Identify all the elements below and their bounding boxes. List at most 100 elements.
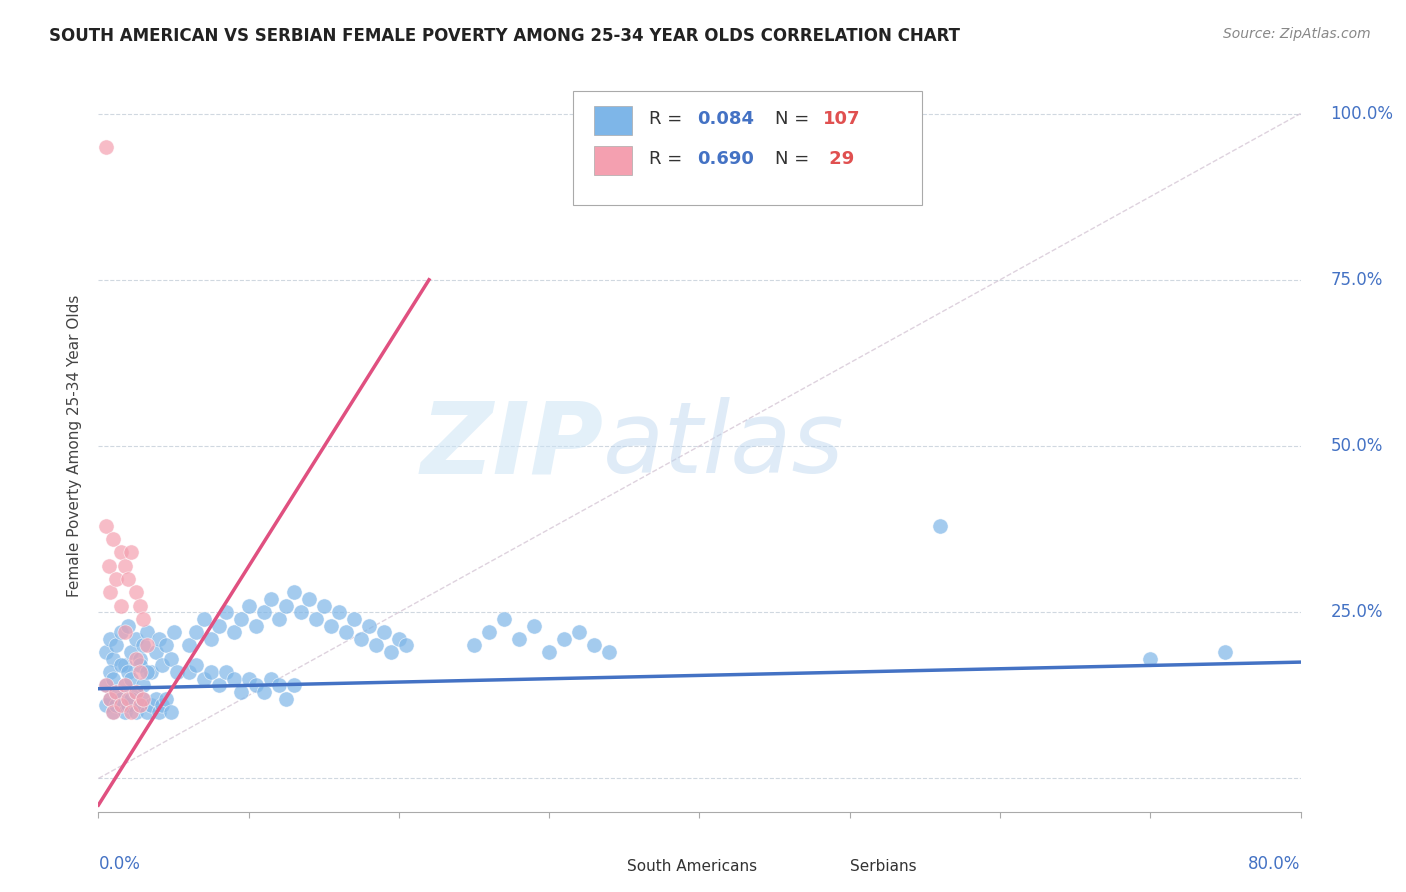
Point — [114, 678, 136, 692]
Point — [335, 625, 357, 640]
Point — [129, 698, 152, 713]
Point — [105, 685, 128, 699]
Point — [373, 625, 395, 640]
Point — [110, 698, 132, 713]
Text: ZIP: ZIP — [420, 398, 603, 494]
Point — [125, 585, 148, 599]
Bar — [593, 146, 633, 176]
Bar — [592, 854, 621, 880]
Point — [100, 665, 122, 679]
Point — [305, 612, 328, 626]
Point — [184, 658, 207, 673]
Point — [114, 558, 136, 573]
Point — [132, 612, 155, 626]
Point — [162, 625, 184, 640]
Point — [135, 625, 157, 640]
Point — [125, 705, 148, 719]
Point — [159, 705, 181, 719]
Point — [132, 678, 155, 692]
Point — [312, 599, 335, 613]
Point — [94, 698, 117, 713]
Point — [508, 632, 530, 646]
Point — [231, 685, 253, 699]
Point — [177, 665, 200, 679]
Point — [245, 618, 267, 632]
Text: N =: N = — [775, 110, 815, 128]
Point — [166, 665, 188, 679]
Point — [150, 658, 173, 673]
Point — [388, 632, 411, 646]
Point — [94, 140, 117, 154]
Point — [523, 618, 546, 632]
Point — [395, 639, 418, 653]
Point — [100, 691, 122, 706]
Point — [100, 632, 122, 646]
Point — [105, 698, 128, 713]
Point — [148, 632, 170, 646]
Point — [200, 632, 222, 646]
Point — [114, 678, 136, 692]
Point — [105, 685, 128, 699]
Point — [260, 672, 283, 686]
Point — [538, 645, 561, 659]
Point — [114, 658, 136, 673]
Point — [215, 605, 238, 619]
Point — [129, 652, 152, 666]
Point — [121, 645, 143, 659]
Text: atlas: atlas — [603, 398, 845, 494]
Point — [145, 645, 167, 659]
Point — [1215, 645, 1237, 659]
Text: 80.0%: 80.0% — [1249, 855, 1301, 873]
Point — [132, 691, 155, 706]
Point — [110, 599, 132, 613]
Text: 25.0%: 25.0% — [1330, 603, 1384, 621]
Point — [193, 672, 215, 686]
Point — [463, 639, 485, 653]
Point — [125, 685, 148, 699]
Point — [103, 652, 125, 666]
Point — [125, 632, 148, 646]
Point — [298, 591, 321, 606]
Point — [129, 665, 152, 679]
Point — [366, 639, 388, 653]
Text: SOUTH AMERICAN VS SERBIAN FEMALE POVERTY AMONG 25-34 YEAR OLDS CORRELATION CHART: SOUTH AMERICAN VS SERBIAN FEMALE POVERTY… — [49, 27, 960, 45]
Point — [117, 618, 139, 632]
Point — [145, 691, 167, 706]
Point — [267, 678, 290, 692]
Point — [103, 705, 125, 719]
Point — [110, 691, 132, 706]
Point — [117, 665, 139, 679]
Point — [105, 572, 128, 586]
Point — [110, 625, 132, 640]
Point — [103, 705, 125, 719]
Point — [238, 599, 260, 613]
FancyBboxPatch shape — [574, 91, 922, 204]
Bar — [814, 854, 844, 880]
Point — [94, 678, 117, 692]
Point — [135, 639, 157, 653]
Point — [553, 632, 575, 646]
Point — [100, 691, 122, 706]
Point — [177, 639, 200, 653]
Point — [97, 558, 120, 573]
Point — [94, 678, 117, 692]
Text: 75.0%: 75.0% — [1330, 271, 1384, 289]
Point — [94, 518, 117, 533]
Point — [129, 698, 152, 713]
Point — [129, 599, 152, 613]
Text: 100.0%: 100.0% — [1330, 104, 1393, 122]
Point — [583, 639, 606, 653]
Point — [598, 645, 620, 659]
Point — [283, 585, 305, 599]
Point — [343, 612, 366, 626]
Point — [155, 639, 177, 653]
Text: N =: N = — [775, 150, 815, 169]
Point — [100, 585, 122, 599]
Text: 107: 107 — [824, 110, 860, 128]
Text: Serbians: Serbians — [849, 859, 917, 874]
Point — [350, 632, 373, 646]
Point — [159, 652, 181, 666]
Point — [321, 618, 343, 632]
Point — [380, 645, 402, 659]
Point — [148, 705, 170, 719]
